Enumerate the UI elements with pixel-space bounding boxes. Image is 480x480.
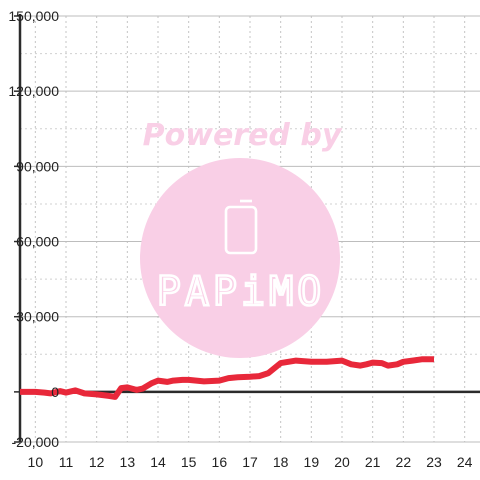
y-tick-label: 0 xyxy=(51,384,59,400)
phone-icon xyxy=(224,199,258,255)
x-tick-label: 24 xyxy=(457,454,473,470)
x-tick-label: 11 xyxy=(59,454,74,470)
x-tick-label: 20 xyxy=(334,454,350,470)
x-tick-label: 19 xyxy=(304,454,320,470)
x-tick-label: 21 xyxy=(365,454,381,470)
y-tick-label: 30,000 xyxy=(16,309,59,325)
watermark-logo-text: PAPiMO xyxy=(157,269,326,315)
x-tick-label: 16 xyxy=(212,454,228,470)
x-tick-label: 15 xyxy=(181,454,197,470)
y-tick-label: 60,000 xyxy=(16,234,59,250)
x-tick-label: 12 xyxy=(89,454,105,470)
x-tick-label: 18 xyxy=(273,454,289,470)
watermark-logo-circle xyxy=(140,158,340,358)
x-tick-label: 17 xyxy=(242,454,258,470)
series-lines xyxy=(20,356,434,400)
series-line xyxy=(20,356,434,400)
y-tick-label: 120,000 xyxy=(8,83,59,99)
x-tick-label: 23 xyxy=(426,454,442,470)
x-tick-label: 10 xyxy=(28,454,44,470)
x-tick-label: 22 xyxy=(396,454,412,470)
tick-labels: -20,000 0 30,000 60,000 90,000 120,000 150,000… xyxy=(8,8,472,470)
watermark-caption: Powered by xyxy=(143,118,343,153)
y-tick-label: 90,000 xyxy=(16,158,59,174)
x-tick-label: 14 xyxy=(150,454,166,470)
powered-by-watermark: Powered by PAPiMO xyxy=(140,118,343,358)
x-tick-label: 13 xyxy=(120,454,136,470)
y-tick-label: -20,000 xyxy=(12,434,60,450)
y-tick-label: 150,000 xyxy=(8,8,59,24)
